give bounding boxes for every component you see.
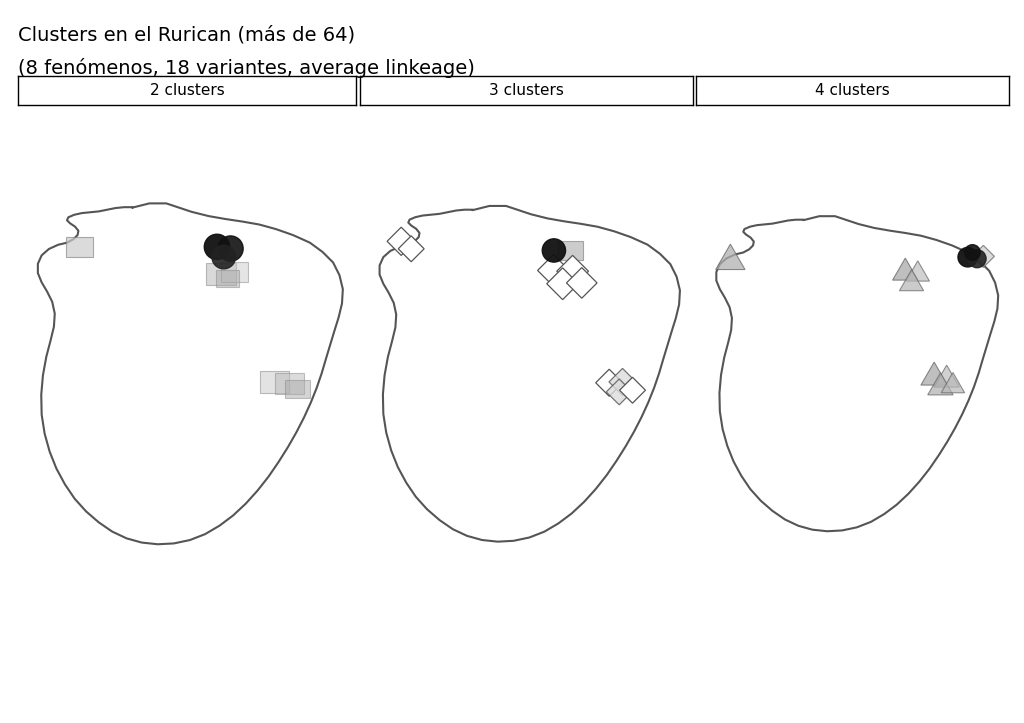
Polygon shape bbox=[566, 268, 597, 298]
Circle shape bbox=[218, 236, 243, 261]
Polygon shape bbox=[716, 244, 745, 270]
Polygon shape bbox=[606, 379, 632, 405]
Polygon shape bbox=[921, 362, 947, 385]
Polygon shape bbox=[387, 227, 416, 255]
FancyBboxPatch shape bbox=[285, 380, 310, 398]
FancyBboxPatch shape bbox=[207, 263, 236, 285]
FancyBboxPatch shape bbox=[221, 262, 249, 283]
Text: 3 clusters: 3 clusters bbox=[489, 83, 564, 98]
FancyBboxPatch shape bbox=[558, 241, 584, 260]
Polygon shape bbox=[941, 372, 965, 393]
Circle shape bbox=[205, 234, 229, 260]
Circle shape bbox=[212, 245, 236, 269]
Polygon shape bbox=[609, 369, 636, 395]
FancyBboxPatch shape bbox=[216, 270, 240, 286]
Polygon shape bbox=[934, 365, 959, 387]
Polygon shape bbox=[596, 369, 623, 396]
FancyBboxPatch shape bbox=[275, 373, 304, 394]
Polygon shape bbox=[899, 270, 924, 291]
Circle shape bbox=[965, 244, 980, 260]
Text: 2 clusters: 2 clusters bbox=[151, 83, 224, 98]
Polygon shape bbox=[928, 373, 953, 395]
Polygon shape bbox=[906, 261, 930, 281]
Text: 4 clusters: 4 clusters bbox=[815, 83, 890, 98]
Text: Clusters en el Rurican (más de 64): Clusters en el Rurican (más de 64) bbox=[18, 25, 355, 44]
Polygon shape bbox=[398, 236, 424, 262]
Circle shape bbox=[968, 249, 986, 268]
Text: (8 fenómenos, 18 variantes, average linkeage): (8 fenómenos, 18 variantes, average link… bbox=[18, 58, 475, 78]
Polygon shape bbox=[547, 268, 579, 299]
Polygon shape bbox=[557, 255, 589, 287]
Circle shape bbox=[958, 247, 978, 267]
Polygon shape bbox=[973, 245, 994, 268]
Polygon shape bbox=[893, 258, 918, 280]
Circle shape bbox=[543, 239, 565, 262]
FancyBboxPatch shape bbox=[260, 371, 289, 393]
FancyBboxPatch shape bbox=[66, 236, 93, 257]
Polygon shape bbox=[538, 254, 569, 286]
Polygon shape bbox=[620, 377, 645, 403]
